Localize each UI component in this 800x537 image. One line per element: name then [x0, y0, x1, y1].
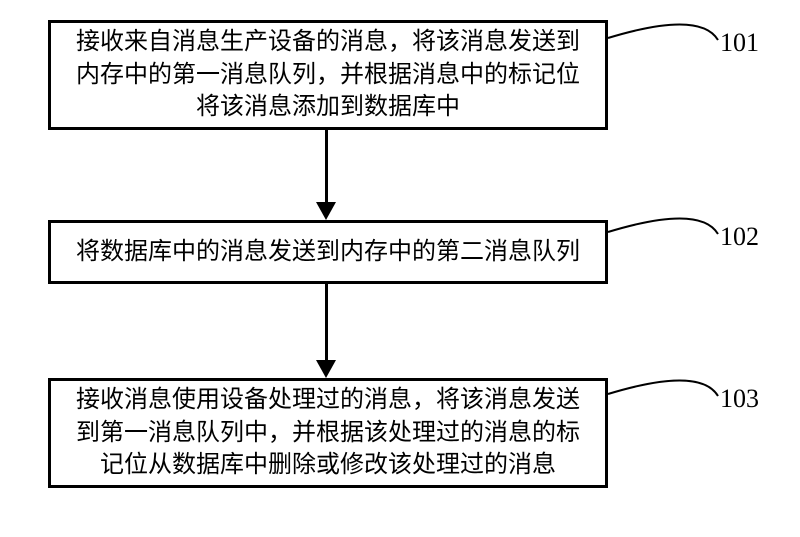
arrowhead-101-to-102 — [316, 202, 336, 220]
arrowhead-102-to-103 — [316, 360, 336, 378]
flow-step-103: 接收消息使用设备处理过的消息，将该消息发送 到第一消息队列中，并根据该处理过的消… — [48, 378, 608, 488]
callout-line-101 — [606, 8, 720, 42]
flow-step-101-text: 接收来自消息生产设备的消息，将该消息发送到 内存中的第一消息队列，并根据消息中的… — [76, 26, 580, 123]
flow-step-102-text: 将数据库中的消息发送到内存中的第二消息队列 — [76, 236, 580, 268]
flowchart-canvas: 接收来自消息生产设备的消息，将该消息发送到 内存中的第一消息队列，并根据消息中的… — [0, 0, 800, 537]
step-number-102: 102 — [720, 222, 759, 252]
flow-step-101: 接收来自消息生产设备的消息，将该消息发送到 内存中的第一消息队列，并根据消息中的… — [48, 20, 608, 130]
flow-step-102: 将数据库中的消息发送到内存中的第二消息队列 — [48, 220, 608, 284]
arrow-101-to-102 — [325, 130, 328, 202]
callout-line-103 — [606, 364, 720, 398]
arrow-102-to-103 — [325, 284, 328, 360]
step-number-103: 103 — [720, 384, 759, 414]
callout-line-102 — [606, 202, 720, 236]
step-number-101: 101 — [720, 28, 759, 58]
flow-step-103-text: 接收消息使用设备处理过的消息，将该消息发送 到第一消息队列中，并根据该处理过的消… — [76, 384, 580, 481]
